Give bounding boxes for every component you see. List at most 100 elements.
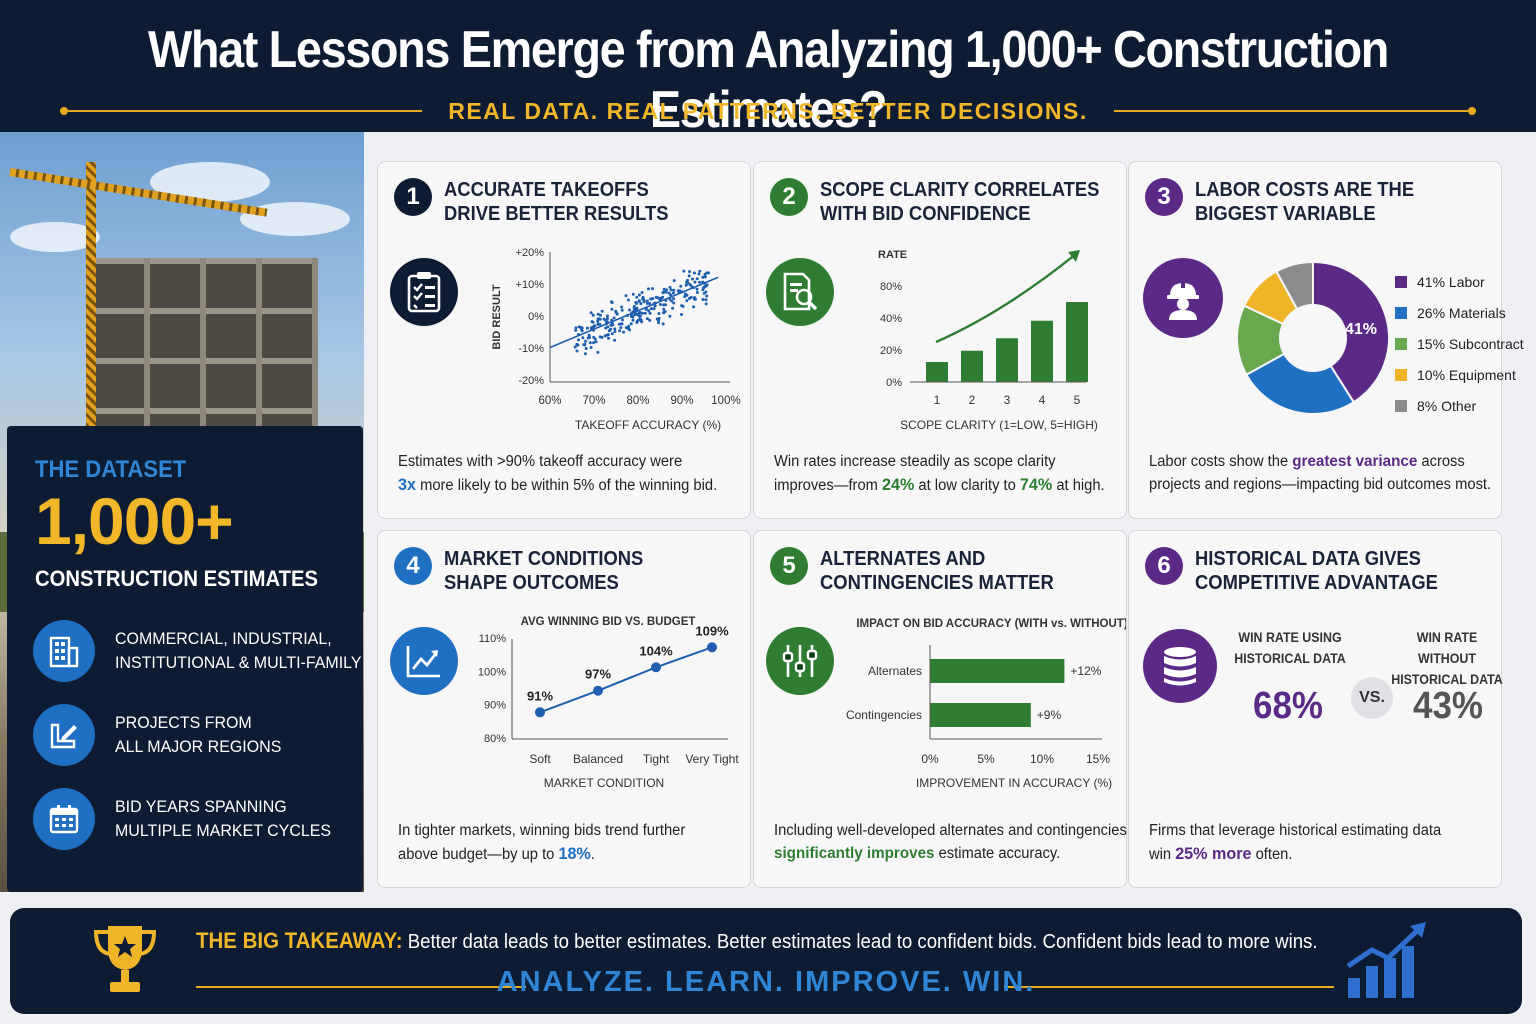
scatter-point [668,285,672,289]
card-historical-data: 6 HISTORICAL DATA GIVES COMPETITIVE ADVA… [1128,530,1503,888]
card-labor-costs: 3 LABOR COSTS ARE THE BIGGEST VARIABLE 4… [1128,161,1524,519]
pie-slice [1245,336,1356,415]
desc-line1: Win rates increase steadily as scope cla… [774,453,1056,470]
scatter-point [604,326,608,330]
desc-text: estimate accuracy. [934,845,1061,862]
card-title: ALTERNATES AND CONTINGENCIES MATTER [820,547,1054,595]
scatter-point [672,301,676,305]
scatter-point [617,322,621,326]
bar [1066,302,1088,382]
legend-label: 26% Materials [1417,304,1506,321]
desc-text: win [1149,846,1176,863]
scatter-point [648,318,652,322]
x-tick-label: 4 [1039,393,1046,407]
scatter-point [661,322,665,326]
data-label: 97% [585,667,611,682]
scatter-point [679,284,683,288]
desc-highlight: significantly improves [774,845,935,862]
scatter-point [665,288,669,292]
document-search-icon [766,258,834,326]
scatter-point [640,291,644,294]
scatter-point [610,332,614,336]
scatter-point [695,277,699,281]
scatter-point [599,313,602,317]
scatter-point [622,330,626,334]
scatter-point [620,305,624,309]
calendar-icon [33,788,95,850]
scatter-point [584,339,588,343]
scatter-point [633,313,637,317]
legend-swatch [1395,275,1407,288]
vs-badge: VS. [1351,677,1393,719]
label-line2: HISTORICAL DATA [1234,651,1346,666]
ruler-pencil-icon [33,704,95,766]
dataset-item-line1: PROJECTS FROM [115,713,252,732]
scatter-point [574,328,578,332]
scatter-point [613,338,617,342]
scatter-point [635,295,639,299]
subtitle-rule-left [60,107,423,115]
scatter-point [637,299,641,303]
scatter-point [586,336,590,340]
scatter-point [614,309,618,313]
scatter-point [607,329,611,333]
trend-line [549,276,719,349]
scatter-point [671,306,675,310]
scatter-point [635,321,639,324]
data-label: +12% [1070,664,1101,678]
desc-line1: Estimates with >90% takeoff accuracy wer… [398,453,683,470]
scatter-point [591,313,595,317]
scope-bar-chart: RATE 80% 40% 20% 0% 1 2 3 4 5 SCOPE CLARITY (1=L… [878,249,1098,432]
y-tick-label: Alternates [868,664,922,678]
scatter-point [704,302,708,306]
scatter-point [672,279,676,283]
bar [926,362,948,382]
x-tick-label: 90% [670,395,693,407]
scatter-point [707,271,710,275]
x-tick-label: Soft [529,752,551,766]
legend-label: 41% Labor [1417,273,1485,290]
scatter-point [596,319,600,323]
scatter-point [594,340,598,344]
takeaway-label: THE BIG TAKEAWAY: [196,928,403,953]
scatter-point [671,291,675,295]
x-tick-label: 2 [969,393,976,407]
scatter-point [642,300,646,304]
scatter-point [577,338,580,342]
scatter-point [703,275,707,279]
scatter-point [662,303,666,307]
scatter-point [624,294,628,298]
takeoff-scatter-chart: +20% +10% 0% -10% -20% 60% 70% 80% 90% 100% BID R… [491,247,741,432]
scatter-point [680,313,683,316]
card-title: HISTORICAL DATA GIVES COMPETITIVE ADVANT… [1195,547,1438,595]
crane-mast [86,162,96,432]
scatter-point [596,317,600,321]
card-title: ACCURATE TAKEOFFS DRIVE BETTER RESULTS [444,178,669,226]
scatter-point [698,269,702,273]
scatter-point [610,323,614,327]
dataset-item-line2: INSTITUTIONAL & MULTI-FAMILY [115,653,362,672]
takeaway-line: THE BIG TAKEAWAY: Better data leads to b… [196,928,1318,954]
y-tick-label: 80% [880,281,902,293]
scatter-point [704,298,708,302]
scatter-point [615,312,619,316]
legend-label: 10% Equipment [1417,366,1516,383]
y-tick-label: 100% [478,666,506,678]
scatter-point [638,314,642,318]
y-tick-label: -20% [518,375,544,387]
scatter-point [661,291,665,295]
scatter-point [584,347,588,350]
market-line-chart: AVG WINNING BID VS. BUDGET 110% 100% 90% 80… [478,616,739,790]
desc-highlight: 25% more [1175,844,1252,863]
desc-highlight: greatest variance [1292,453,1418,470]
data-label: +9% [1037,708,1062,722]
desc-text: across [1417,453,1465,470]
pie-slice [1236,304,1316,376]
scatter-point [653,304,657,308]
scatter-point [672,288,676,292]
scatter-point [672,297,676,301]
scatter-point [612,316,616,320]
y-tick-label: 40% [880,313,902,325]
card-number: 6 [1145,547,1183,585]
building-icon [33,620,95,682]
